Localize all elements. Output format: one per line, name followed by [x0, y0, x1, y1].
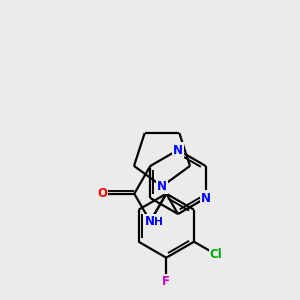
- Text: N: N: [173, 143, 183, 157]
- Text: O: O: [97, 187, 107, 200]
- Text: F: F: [162, 275, 170, 288]
- Text: N: N: [157, 180, 167, 193]
- Text: N: N: [201, 191, 211, 205]
- Text: H: H: [154, 218, 163, 227]
- Text: Cl: Cl: [210, 248, 223, 261]
- Text: N: N: [145, 215, 155, 228]
